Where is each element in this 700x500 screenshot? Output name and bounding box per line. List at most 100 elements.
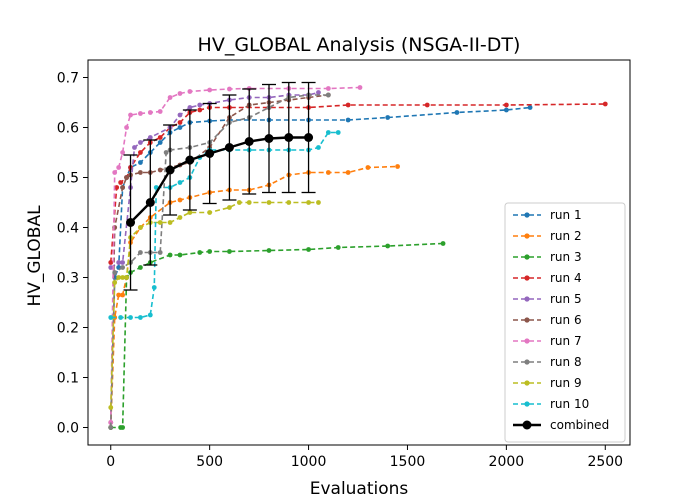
data-point: [177, 112, 183, 118]
data-point: [316, 200, 321, 205]
series-line: [109, 106, 531, 428]
combined-point: [264, 134, 274, 143]
data-point: [138, 265, 143, 270]
data-point: [108, 265, 114, 270]
data-point: [187, 89, 193, 94]
data-point: [138, 150, 143, 155]
data-point: [116, 165, 122, 170]
x-tick-label: 2500: [587, 454, 623, 470]
x-tick-label: 500: [196, 454, 223, 470]
legend-swatch-marker: [524, 317, 530, 323]
y-tick-label: 0.6: [57, 121, 79, 137]
data-point: [147, 312, 153, 318]
legend-label: run 2: [550, 229, 582, 243]
data-point: [167, 252, 173, 258]
combined-point: [284, 133, 294, 142]
data-point: [227, 86, 232, 92]
data-point: [116, 292, 122, 298]
data-point: [132, 145, 137, 150]
data-point: [120, 150, 126, 155]
data-point: [120, 260, 126, 265]
data-point: [177, 252, 183, 258]
legend-entry: run 9: [513, 376, 582, 390]
series-combined: [123, 81, 316, 291]
series-line: [110, 242, 444, 429]
data-point: [116, 260, 122, 265]
data-point: [112, 280, 118, 285]
x-tick-label: 0: [106, 454, 115, 470]
legend-swatch-marker: [524, 275, 530, 281]
series-5: [108, 90, 321, 270]
data-point: [157, 140, 163, 145]
data-point: [151, 285, 157, 290]
legend-label: run 7: [550, 334, 582, 348]
data-point: [602, 101, 608, 107]
data-point: [128, 315, 133, 320]
data-point: [138, 315, 143, 320]
combined-line: [129, 136, 309, 224]
data-point: [116, 275, 122, 280]
data-point: [118, 315, 124, 320]
y-tick-label: 0.2: [57, 321, 79, 337]
data-point: [157, 135, 163, 140]
data-point: [112, 170, 118, 175]
data-point: [138, 111, 143, 116]
data-point: [187, 210, 193, 215]
legend-swatch-marker: [524, 254, 530, 260]
data-point: [345, 170, 351, 175]
y-tick-label: 0.0: [57, 421, 79, 437]
series-9: [108, 200, 321, 410]
data-point: [108, 315, 114, 320]
legend-label: run 3: [550, 250, 582, 264]
data-point: [177, 120, 183, 125]
legend-label: run 6: [550, 313, 582, 327]
y-tick-label: 0.5: [57, 171, 79, 187]
data-point: [138, 160, 143, 165]
data-point: [335, 130, 341, 135]
data-point: [177, 125, 183, 130]
x-tick-label: 1500: [390, 454, 426, 470]
legend-entry: run 6: [513, 313, 582, 327]
legend-entry: run 10: [513, 397, 589, 411]
data-point: [167, 220, 173, 225]
data-point: [177, 91, 183, 96]
legend-entry: run 1: [513, 208, 582, 222]
data-point: [227, 249, 232, 254]
legend-label: run 9: [550, 376, 582, 390]
data-point: [138, 170, 143, 175]
data-point: [118, 180, 124, 185]
data-point: [227, 205, 232, 210]
data-point: [395, 164, 400, 169]
data-point: [527, 105, 533, 110]
data-point: [138, 250, 143, 255]
data-point: [266, 200, 272, 205]
data-point: [138, 225, 143, 230]
data-point: [187, 105, 193, 110]
data-point: [385, 243, 391, 249]
legend-swatch-marker: [524, 401, 530, 407]
axes-frame: [87, 59, 631, 446]
legend-entry: run 3: [513, 250, 582, 264]
data-point: [157, 109, 163, 114]
plot-area: [108, 81, 608, 430]
data-point: [120, 292, 126, 298]
data-point: [120, 185, 126, 190]
data-point: [236, 200, 242, 205]
series-line: [110, 91, 319, 269]
legend-label: combined: [550, 418, 609, 432]
data-point: [114, 185, 120, 190]
data-point: [306, 247, 311, 252]
data-point: [207, 210, 213, 215]
legend-label: run 5: [550, 292, 582, 306]
data-point: [503, 107, 509, 113]
data-point: [306, 200, 311, 205]
series-group: [108, 81, 608, 430]
data-point: [197, 102, 203, 108]
legend-entry: run 5: [513, 292, 582, 306]
x-tick-label: 1000: [291, 454, 327, 470]
combined-point: [185, 155, 195, 165]
legend-swatch-marker: [524, 380, 530, 386]
data-point: [246, 200, 252, 205]
data-point: [503, 102, 509, 108]
data-point: [197, 250, 203, 255]
